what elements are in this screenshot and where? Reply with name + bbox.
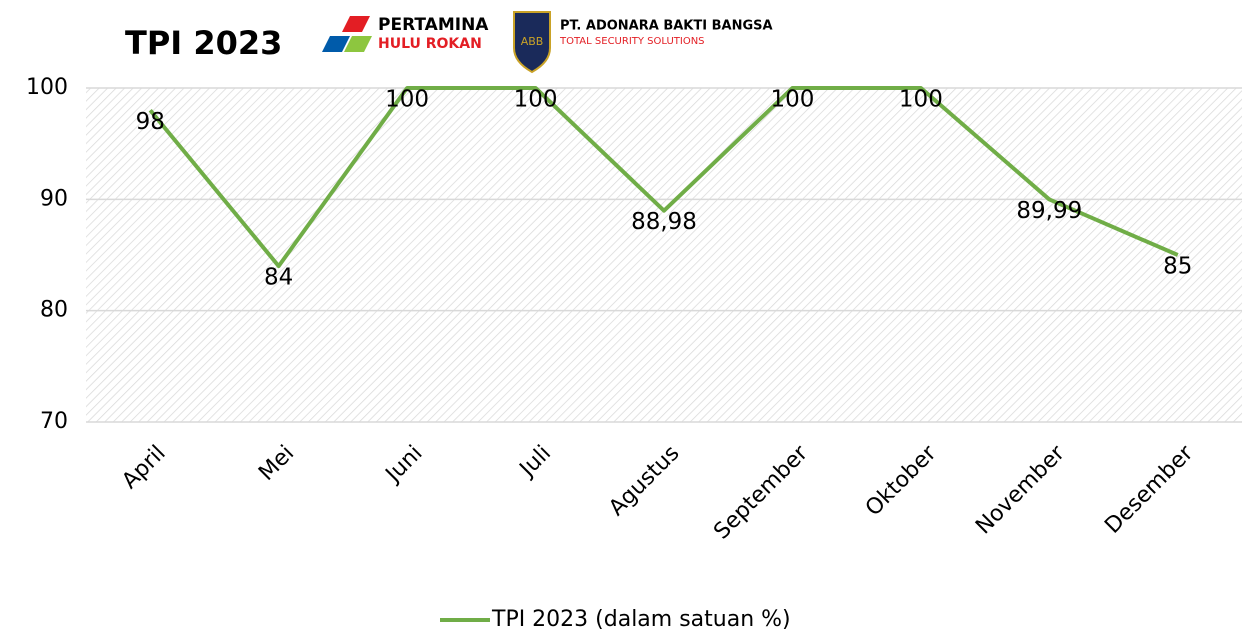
logo-abb: ABB PT. ADONARA BAKTI BANGSA TOTAL SECUR… bbox=[513, 11, 773, 74]
x-tick-label: Juli bbox=[514, 441, 556, 483]
logo-text: ABB bbox=[521, 35, 544, 48]
x-tick-label: September bbox=[709, 440, 813, 544]
data-label: 85 bbox=[1163, 254, 1192, 280]
data-label: 98 bbox=[136, 109, 165, 135]
logo-pertamina: PERTAMINA HULU ROKAN bbox=[322, 15, 489, 52]
logo-text: PT. ADONARA BAKTI BANGSA bbox=[560, 19, 773, 34]
data-label: 100 bbox=[770, 87, 814, 113]
data-label: 89,99 bbox=[1016, 198, 1082, 224]
logo-text: TOTAL SECURITY SOLUTIONS bbox=[559, 36, 705, 47]
x-tick-label: Oktober bbox=[861, 440, 942, 521]
data-label: 84 bbox=[264, 265, 293, 291]
legend-label: TPI 2023 (dalam satuan %) bbox=[491, 607, 791, 632]
chart-title: TPI 2023 bbox=[125, 24, 282, 62]
logo-text: HULU ROKAN bbox=[378, 36, 482, 52]
data-label: 100 bbox=[899, 87, 943, 113]
logo-text: PERTAMINA bbox=[378, 15, 489, 35]
x-tick-label: November bbox=[971, 440, 1070, 539]
x-tick-label: Juni bbox=[380, 441, 428, 489]
data-label: 100 bbox=[385, 87, 429, 113]
plot-area bbox=[86, 88, 1242, 422]
data-label: 88,98 bbox=[631, 209, 697, 235]
x-tick-label: Mei bbox=[254, 441, 299, 486]
x-tick-label: Desember bbox=[1100, 440, 1199, 539]
y-tick-label: 90 bbox=[40, 186, 68, 211]
series-line bbox=[148, 86, 1179, 269]
y-tick-label: 100 bbox=[26, 75, 68, 100]
x-tick-label: Agustus bbox=[604, 441, 684, 521]
x-tick-label: April bbox=[117, 441, 170, 494]
y-tick-label: 80 bbox=[40, 298, 68, 323]
data-label: 100 bbox=[514, 87, 558, 113]
y-tick-label: 70 bbox=[40, 409, 68, 434]
